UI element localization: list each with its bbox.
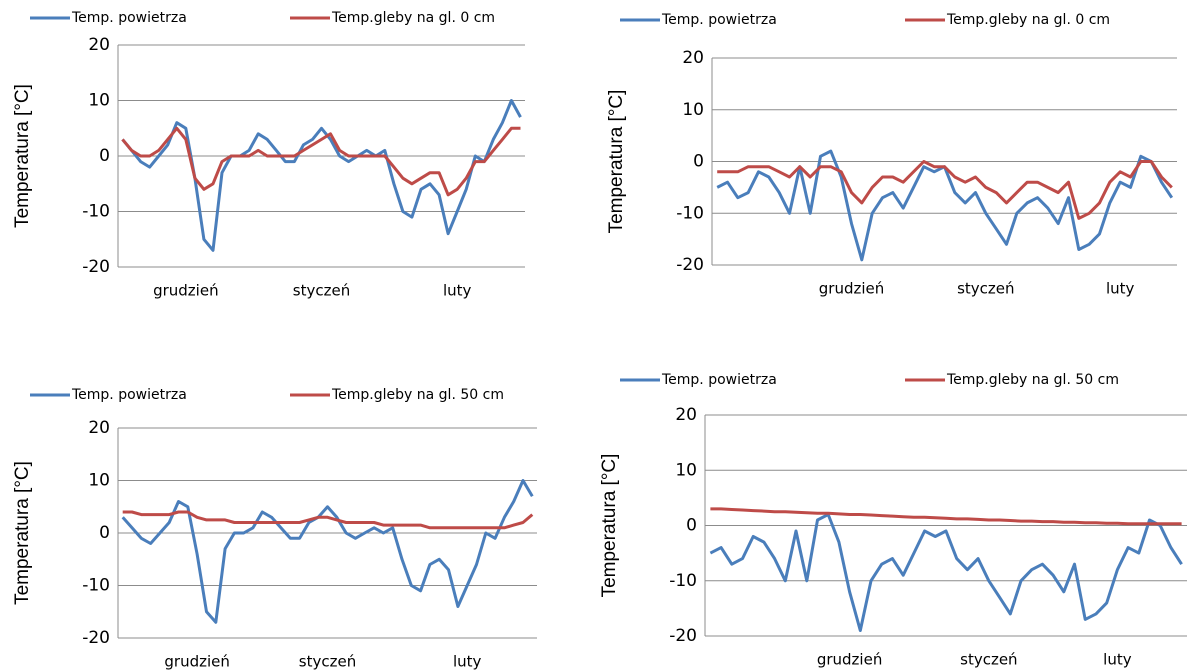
legend-label: Temp.gleby na gl. 0 cm [331, 10, 495, 26]
y-tick-label: -20 [676, 255, 704, 275]
y-axis-title: Temperatura [°C] [12, 84, 33, 228]
y-tick-label: 0 [99, 523, 110, 543]
series-line [121, 99, 522, 252]
y-tick-label: 20 [682, 48, 704, 68]
y-tick-label: 20 [88, 418, 110, 438]
x-tick-label: grudzień [153, 282, 219, 300]
x-tick-label: luty [1103, 651, 1132, 669]
y-axis-title: Temperatura [°C] [599, 454, 620, 598]
x-tick-label: grudzień [819, 280, 885, 298]
y-tick-label: 20 [675, 405, 697, 425]
legend-label: Temp. powietrza [71, 387, 187, 403]
series-line [121, 479, 534, 624]
y-tick-label: 10 [88, 91, 110, 111]
legend-label: Temp.gleby na gl. 50 cm [331, 387, 504, 403]
y-tick-label: 20 [88, 35, 110, 55]
chart: -20 -10 0 10 20 Temperatura [°C] grudzień stycz… [12, 387, 537, 670]
y-tick-label: 0 [693, 152, 704, 172]
y-tick-label: -20 [669, 626, 697, 646]
y-tick-label: -10 [82, 202, 110, 222]
legend-label: Temp. powietrza [661, 12, 777, 28]
x-tick-label: luty [453, 653, 482, 670]
y-tick-label: 0 [99, 146, 110, 166]
y-axis-title: Temperatura [°C] [12, 461, 33, 605]
x-tick-label: styczeń [957, 280, 1014, 298]
y-tick-label: -10 [669, 571, 697, 591]
x-tick-label: styczeń [299, 653, 356, 670]
series-line [710, 507, 1182, 526]
x-tick-label: luty [1106, 280, 1135, 298]
chart: -20 -10 0 10 20 Temperatura [°C] grudzień stycz… [599, 372, 1187, 669]
x-tick-label: styczeń [293, 282, 350, 300]
series-line [122, 510, 534, 530]
series-line [709, 513, 1183, 632]
y-tick-label: -10 [82, 576, 110, 596]
x-tick-label: styczeń [960, 651, 1017, 669]
y-tick-label: -20 [82, 257, 110, 277]
x-tick-label: grudzień [817, 651, 883, 669]
legend-label: Temp.gleby na gl. 0 cm [946, 12, 1110, 28]
series-line [121, 126, 521, 197]
series-line [717, 160, 1173, 220]
legend-label: Temp.gleby na gl. 50 cm [946, 372, 1119, 388]
chart: -20 -10 0 10 20 Temperatura [°C] grudzień stycz… [606, 12, 1177, 298]
y-tick-label: 10 [88, 471, 110, 491]
y-tick-label: 10 [675, 460, 697, 480]
y-axis-title: Temperatura [°C] [606, 90, 627, 234]
legend-label: Temp. powietrza [661, 372, 777, 388]
y-tick-label: -10 [676, 203, 704, 223]
legend-label: Temp. powietrza [71, 10, 187, 26]
x-tick-label: luty [443, 282, 472, 300]
x-tick-label: grudzień [164, 653, 230, 670]
y-tick-label: 10 [682, 100, 704, 120]
y-tick-label: -20 [82, 628, 110, 648]
chart: -20 -10 0 10 20 Temperatura [°C] grudzień stycz… [12, 10, 525, 300]
y-tick-label: 0 [686, 516, 697, 536]
